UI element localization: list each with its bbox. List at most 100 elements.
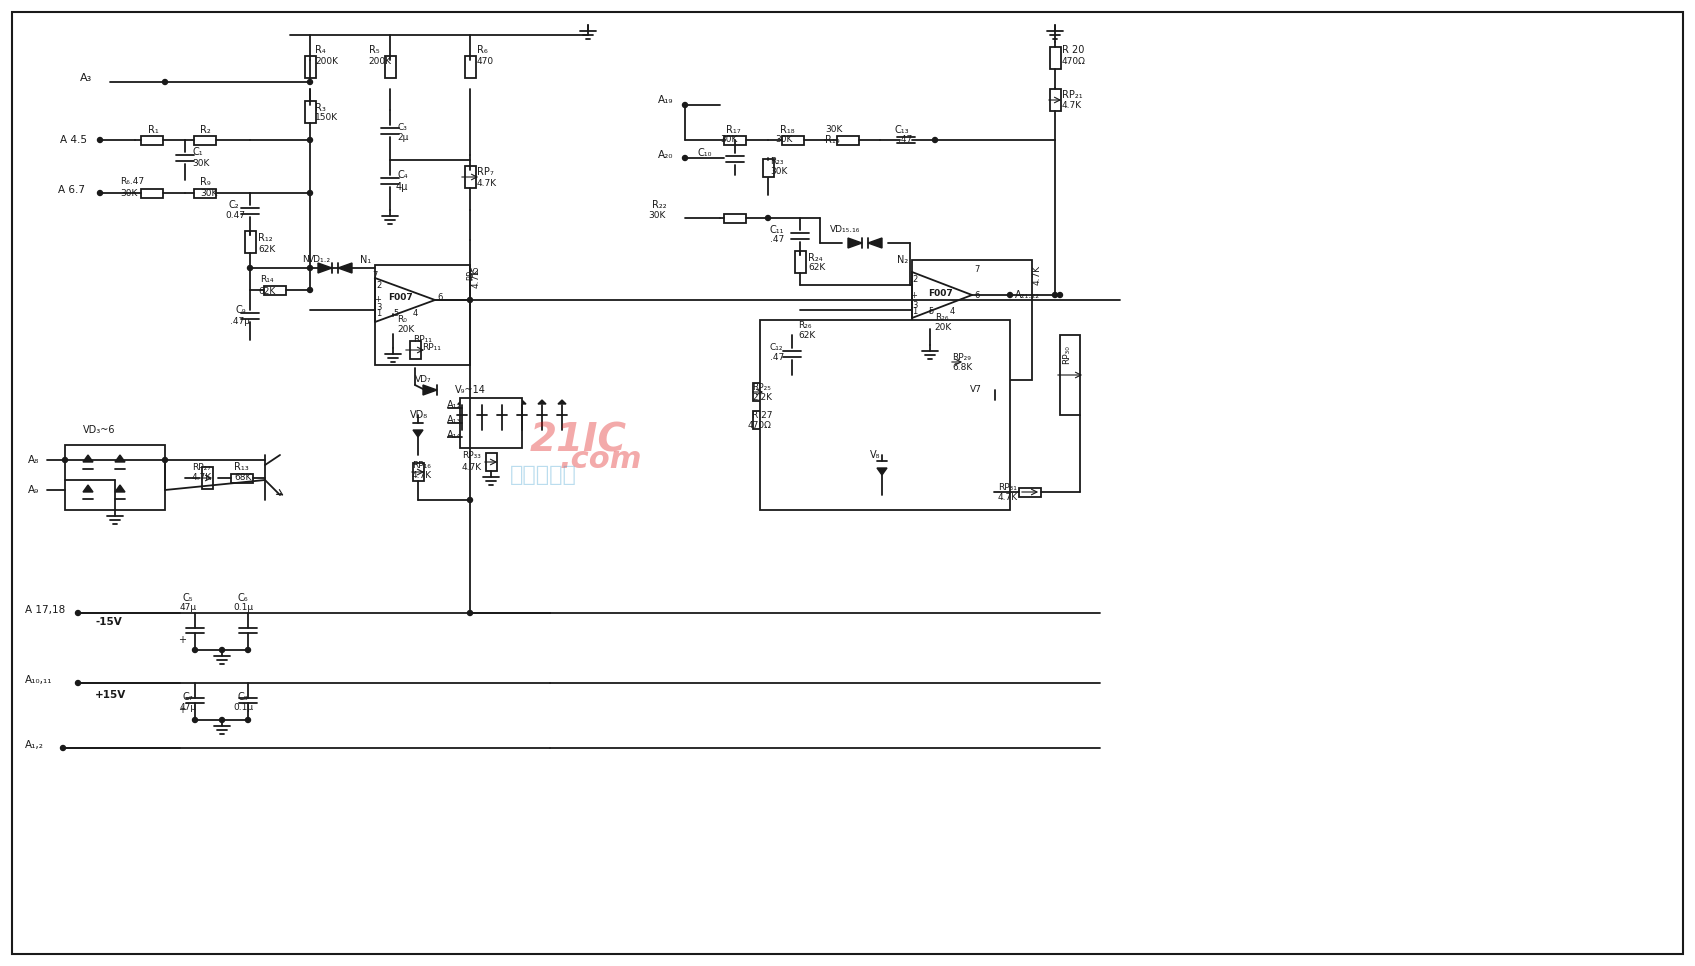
- Bar: [759, 320, 1010, 510]
- Polygon shape: [868, 238, 881, 248]
- Text: C₅: C₅: [181, 593, 193, 603]
- Text: +: +: [178, 635, 186, 645]
- Text: .47: .47: [770, 236, 785, 244]
- Text: 30K: 30K: [770, 167, 788, 177]
- Text: A₁,₂: A₁,₂: [25, 740, 44, 750]
- Text: 68K: 68K: [234, 473, 251, 482]
- Text: C₁₂: C₁₂: [770, 344, 783, 353]
- Text: 30K: 30K: [647, 211, 666, 219]
- Text: 21IC: 21IC: [531, 421, 627, 459]
- Text: -15V: -15V: [95, 617, 122, 627]
- Text: RP₁₆: RP₁₆: [412, 461, 431, 469]
- Text: N₂: N₂: [897, 255, 909, 265]
- Text: 30K: 30K: [120, 188, 137, 197]
- Bar: [795, 251, 807, 273]
- Bar: [1049, 89, 1061, 111]
- Text: RP₂₉: RP₂₉: [953, 354, 971, 362]
- Text: RP₁₁: RP₁₁: [414, 335, 432, 345]
- Circle shape: [163, 458, 168, 463]
- Bar: [305, 101, 315, 123]
- Text: C₁₀: C₁₀: [698, 148, 712, 158]
- Text: R₃: R₃: [315, 103, 325, 113]
- Polygon shape: [498, 400, 507, 404]
- Text: N₁: N₁: [359, 255, 371, 265]
- Text: A 4.5: A 4.5: [59, 135, 86, 145]
- Bar: [464, 56, 476, 78]
- Text: R₄: R₄: [315, 45, 325, 55]
- Bar: [231, 474, 253, 483]
- Polygon shape: [558, 400, 566, 404]
- Text: 中国电子网: 中国电子网: [510, 465, 576, 485]
- Text: 6.8K: 6.8K: [953, 363, 973, 373]
- Polygon shape: [319, 263, 332, 273]
- Polygon shape: [115, 455, 125, 462]
- Text: F007: F007: [388, 294, 414, 302]
- Text: A₁₃: A₁₃: [447, 415, 461, 425]
- Text: R₀: R₀: [397, 316, 407, 325]
- Text: R₁₉: R₁₉: [825, 135, 839, 145]
- Text: R₂₃: R₂₃: [770, 157, 783, 166]
- Text: A₁₀,₁₁: A₁₀,₁₁: [25, 675, 53, 685]
- Text: 3: 3: [376, 303, 381, 312]
- Text: C₈: C₈: [237, 692, 247, 702]
- Text: 470Ω: 470Ω: [747, 420, 771, 430]
- Text: VD₈: VD₈: [410, 410, 429, 420]
- Bar: [193, 189, 215, 198]
- Bar: [385, 56, 397, 78]
- Text: RP₂₇: RP₂₇: [192, 463, 210, 471]
- Text: R₁₇: R₁₇: [725, 125, 741, 135]
- Bar: [202, 467, 214, 489]
- Text: RP₁₁: RP₁₁: [422, 344, 441, 353]
- Text: C₆: C₆: [237, 593, 247, 603]
- Text: RP₂₅: RP₂₅: [753, 384, 771, 392]
- Text: R₂₂: R₂₂: [653, 200, 666, 210]
- Text: R₆: R₆: [476, 45, 488, 55]
- Text: 4.7K: 4.7K: [412, 471, 432, 480]
- Text: R₁₈: R₁₈: [780, 125, 795, 135]
- Text: 4.7K: 4.7K: [476, 179, 497, 187]
- Text: 2: 2: [376, 280, 381, 290]
- Circle shape: [468, 497, 473, 502]
- Text: VD₁₅.₁₆: VD₁₅.₁₆: [831, 225, 861, 235]
- Bar: [1019, 488, 1041, 497]
- Text: 200K: 200K: [368, 58, 392, 67]
- Polygon shape: [414, 430, 424, 437]
- Text: 62K: 62K: [258, 287, 275, 296]
- Text: +: +: [375, 296, 381, 304]
- Text: R₆.47: R₆.47: [120, 178, 144, 186]
- Text: RP₃₀: RP₃₀: [1063, 346, 1071, 364]
- Circle shape: [76, 611, 80, 615]
- Text: 3: 3: [912, 300, 917, 309]
- Text: 30K: 30K: [200, 188, 217, 197]
- Circle shape: [76, 680, 80, 686]
- Polygon shape: [981, 390, 995, 400]
- Circle shape: [307, 137, 312, 143]
- Text: V₈: V₈: [870, 450, 880, 460]
- Polygon shape: [83, 455, 93, 462]
- Text: RP₇: RP₇: [476, 167, 493, 177]
- Bar: [753, 411, 764, 429]
- Text: 30K: 30K: [720, 135, 737, 145]
- Bar: [410, 341, 420, 359]
- Text: N₁: N₁: [302, 255, 312, 265]
- Bar: [305, 56, 315, 78]
- Polygon shape: [519, 400, 525, 404]
- Text: 4.7K: 4.7K: [463, 463, 481, 471]
- Polygon shape: [83, 485, 93, 492]
- Text: A₁₄: A₁₄: [447, 430, 461, 440]
- Circle shape: [98, 137, 102, 143]
- Text: 47μ: 47μ: [180, 702, 197, 712]
- Circle shape: [193, 718, 198, 723]
- Text: R 20: R 20: [1063, 45, 1085, 55]
- Text: VD₁.₂: VD₁.₂: [308, 255, 331, 265]
- Circle shape: [932, 137, 937, 143]
- Text: 0.1μ: 0.1μ: [232, 604, 253, 612]
- Bar: [64, 445, 164, 510]
- Text: 4μ: 4μ: [397, 182, 408, 192]
- Text: .com: .com: [559, 445, 642, 474]
- Text: .47: .47: [770, 354, 785, 362]
- Text: C₁₃: C₁₃: [895, 125, 910, 135]
- Bar: [459, 398, 522, 448]
- Text: +15V: +15V: [95, 690, 125, 700]
- Text: 30K: 30K: [825, 126, 842, 134]
